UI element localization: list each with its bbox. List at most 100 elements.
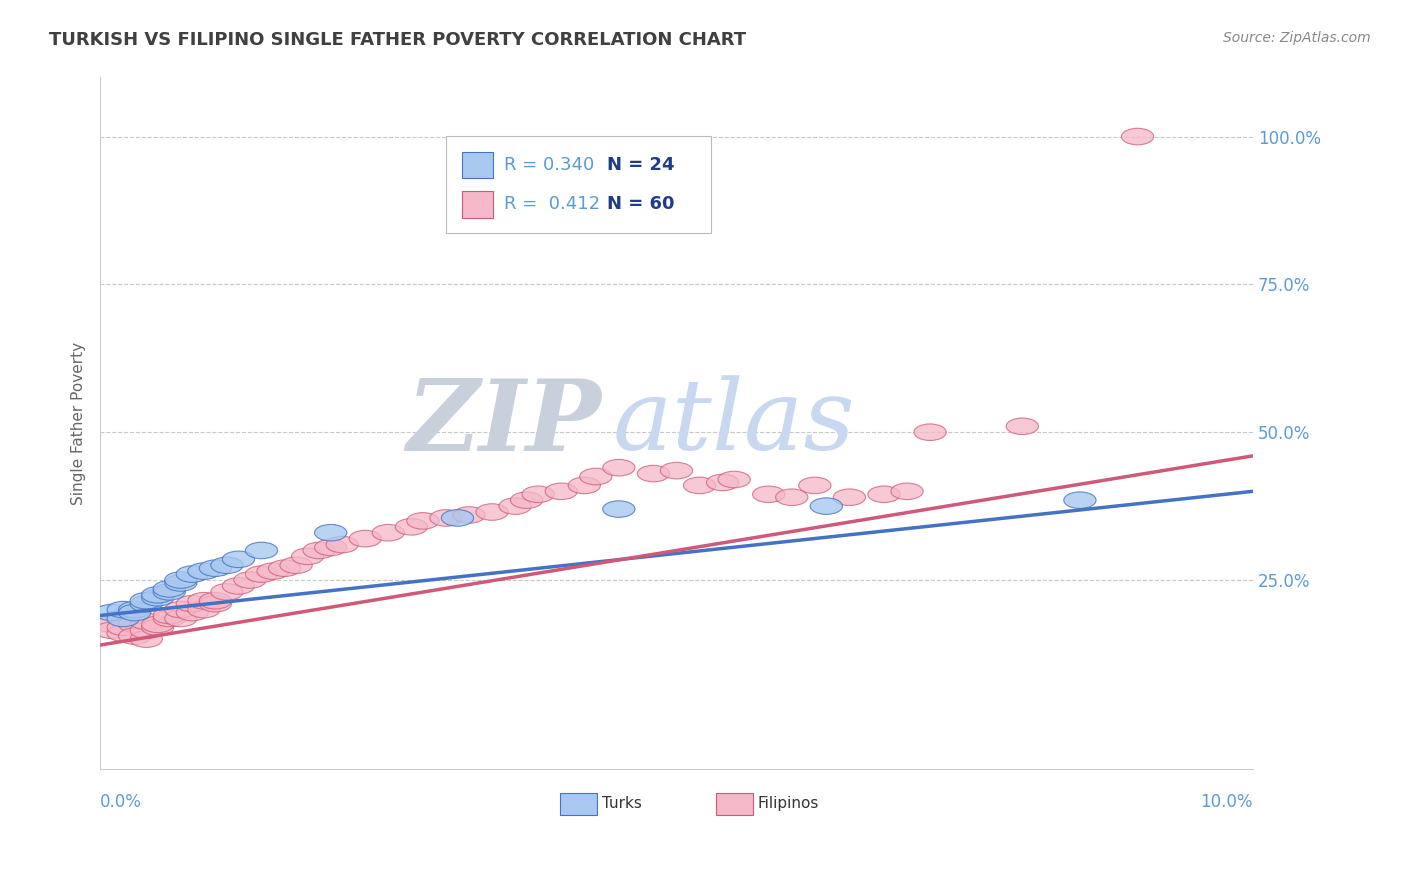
Ellipse shape	[233, 572, 266, 589]
Ellipse shape	[165, 610, 197, 627]
Text: ZIP: ZIP	[406, 375, 602, 472]
Text: N = 60: N = 60	[607, 195, 675, 213]
Ellipse shape	[568, 477, 600, 493]
Ellipse shape	[603, 459, 636, 476]
Ellipse shape	[661, 462, 693, 479]
FancyBboxPatch shape	[560, 793, 598, 815]
Ellipse shape	[706, 475, 738, 491]
Ellipse shape	[222, 551, 254, 567]
Ellipse shape	[315, 540, 347, 556]
Ellipse shape	[1007, 418, 1039, 434]
Ellipse shape	[373, 524, 405, 541]
Text: TURKISH VS FILIPINO SINGLE FATHER POVERTY CORRELATION CHART: TURKISH VS FILIPINO SINGLE FATHER POVERT…	[49, 31, 747, 49]
Ellipse shape	[810, 498, 842, 515]
Ellipse shape	[153, 610, 186, 627]
Ellipse shape	[453, 507, 485, 524]
Ellipse shape	[776, 489, 808, 506]
Ellipse shape	[200, 595, 232, 612]
Ellipse shape	[188, 563, 219, 580]
Ellipse shape	[304, 542, 335, 558]
Ellipse shape	[188, 592, 219, 609]
Text: R = 0.340: R = 0.340	[503, 156, 593, 174]
Ellipse shape	[200, 560, 232, 576]
Ellipse shape	[118, 628, 150, 645]
Ellipse shape	[131, 595, 162, 612]
Ellipse shape	[118, 616, 150, 632]
Ellipse shape	[683, 477, 716, 493]
Ellipse shape	[752, 486, 785, 502]
Ellipse shape	[291, 548, 323, 565]
FancyBboxPatch shape	[446, 136, 711, 233]
Ellipse shape	[188, 601, 219, 618]
Ellipse shape	[118, 604, 150, 621]
Ellipse shape	[142, 590, 174, 606]
Ellipse shape	[211, 557, 243, 574]
Ellipse shape	[165, 572, 197, 589]
Ellipse shape	[165, 601, 197, 618]
Ellipse shape	[153, 581, 186, 597]
Ellipse shape	[222, 578, 254, 594]
Ellipse shape	[326, 536, 359, 553]
Ellipse shape	[603, 500, 636, 517]
Ellipse shape	[868, 486, 900, 502]
Ellipse shape	[246, 566, 277, 582]
Ellipse shape	[499, 498, 531, 515]
Ellipse shape	[914, 424, 946, 441]
Ellipse shape	[131, 613, 162, 630]
Ellipse shape	[475, 504, 508, 520]
Ellipse shape	[406, 513, 439, 529]
Ellipse shape	[200, 592, 232, 609]
FancyBboxPatch shape	[463, 152, 494, 178]
Text: 10.0%: 10.0%	[1201, 794, 1253, 812]
Ellipse shape	[1064, 491, 1097, 508]
Ellipse shape	[834, 489, 866, 506]
Ellipse shape	[96, 616, 128, 632]
Ellipse shape	[131, 622, 162, 639]
Ellipse shape	[269, 560, 301, 576]
Ellipse shape	[257, 563, 290, 580]
Ellipse shape	[441, 509, 474, 526]
Text: Source: ZipAtlas.com: Source: ZipAtlas.com	[1223, 31, 1371, 45]
Ellipse shape	[96, 622, 128, 639]
Ellipse shape	[131, 592, 162, 609]
Ellipse shape	[246, 542, 277, 558]
Ellipse shape	[118, 601, 150, 618]
Ellipse shape	[510, 491, 543, 508]
FancyBboxPatch shape	[716, 793, 752, 815]
Text: 0.0%: 0.0%	[100, 794, 142, 812]
Ellipse shape	[891, 483, 924, 500]
Ellipse shape	[430, 509, 463, 526]
Text: atlas: atlas	[613, 376, 856, 471]
Ellipse shape	[395, 518, 427, 535]
Ellipse shape	[107, 610, 139, 627]
Ellipse shape	[107, 625, 139, 641]
Text: Filipinos: Filipinos	[758, 797, 818, 812]
Ellipse shape	[315, 524, 347, 541]
Ellipse shape	[96, 604, 128, 621]
Ellipse shape	[522, 486, 554, 502]
Ellipse shape	[349, 531, 381, 547]
Ellipse shape	[153, 583, 186, 600]
Ellipse shape	[546, 483, 578, 500]
Ellipse shape	[142, 619, 174, 636]
Ellipse shape	[131, 631, 162, 648]
Ellipse shape	[176, 566, 208, 582]
Text: Turks: Turks	[602, 797, 641, 812]
Text: N = 24: N = 24	[607, 156, 675, 174]
Ellipse shape	[176, 595, 208, 612]
Ellipse shape	[799, 477, 831, 493]
Y-axis label: Single Father Poverty: Single Father Poverty	[72, 342, 86, 505]
Ellipse shape	[280, 557, 312, 574]
Ellipse shape	[142, 616, 174, 632]
Ellipse shape	[211, 583, 243, 600]
Text: R =  0.412: R = 0.412	[503, 195, 600, 213]
Ellipse shape	[107, 619, 139, 636]
Ellipse shape	[165, 574, 197, 591]
Ellipse shape	[1122, 128, 1154, 145]
FancyBboxPatch shape	[463, 191, 494, 218]
Ellipse shape	[637, 466, 669, 482]
Ellipse shape	[579, 468, 612, 485]
Ellipse shape	[107, 601, 139, 618]
Ellipse shape	[153, 607, 186, 624]
Ellipse shape	[176, 604, 208, 621]
